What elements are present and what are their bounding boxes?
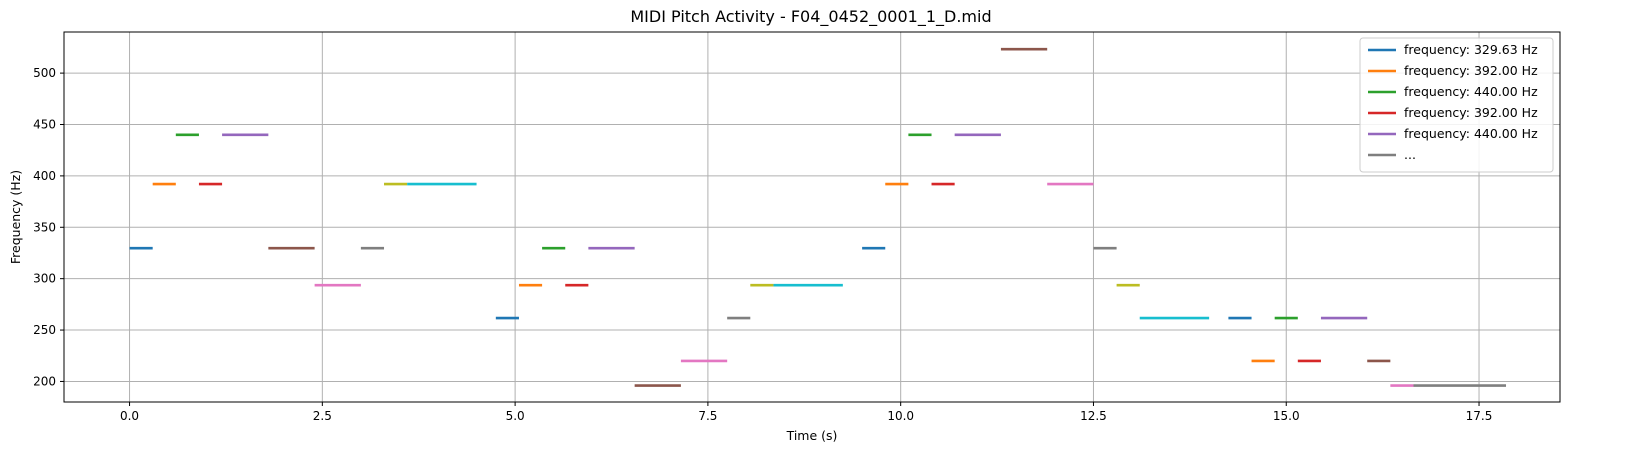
legend-entry: frequency: 440.00 Hz bbox=[1404, 84, 1538, 99]
y-tick-label: 250 bbox=[33, 323, 56, 337]
legend-entry: frequency: 392.00 Hz bbox=[1404, 105, 1538, 120]
y-tick-label: 300 bbox=[33, 272, 56, 286]
x-tick-label: 15.0 bbox=[1273, 409, 1300, 423]
y-axis-label: Frequency (Hz) bbox=[8, 170, 23, 264]
y-axis-ticks: 200 250 300 350 400 450 500 bbox=[33, 66, 64, 388]
y-tick-label: 450 bbox=[33, 118, 56, 132]
legend-entry: frequency: 392.00 Hz bbox=[1404, 63, 1538, 78]
y-tick-label: 200 bbox=[33, 374, 56, 388]
x-tick-label: 12.5 bbox=[1080, 409, 1107, 423]
x-tick-label: 0.0 bbox=[120, 409, 139, 423]
legend: frequency: 329.63 Hz frequency: 392.00 Hz… bbox=[1359, 37, 1554, 173]
legend-entry: frequency: 440.00 Hz bbox=[1404, 126, 1538, 141]
x-tick-label: 7.5 bbox=[698, 409, 717, 423]
legend-box bbox=[1359, 37, 1554, 173]
legend-entry: ... bbox=[1404, 147, 1416, 162]
x-axis-ticks: 0.0 2.5 5.0 7.5 10.0 12.5 15.0 17.5 bbox=[120, 402, 1492, 423]
x-tick-label: 17.5 bbox=[1466, 409, 1493, 423]
chart-title: MIDI Pitch Activity - F04_0452_0001_1_D.… bbox=[630, 7, 991, 27]
x-tick-label: 2.5 bbox=[313, 409, 332, 423]
y-tick-label: 400 bbox=[33, 169, 56, 183]
x-axis-label: Time (s) bbox=[786, 428, 838, 443]
x-tick-label: 10.0 bbox=[887, 409, 914, 423]
plot-frame bbox=[63, 31, 1561, 403]
legend-entry: frequency: 329.63 Hz bbox=[1404, 42, 1538, 57]
pitch-segments bbox=[129, 47, 1507, 387]
x-tick-label: 5.0 bbox=[506, 409, 525, 423]
grid-lines bbox=[64, 32, 1560, 402]
y-tick-label: 500 bbox=[33, 66, 56, 80]
y-tick-label: 350 bbox=[33, 220, 56, 234]
